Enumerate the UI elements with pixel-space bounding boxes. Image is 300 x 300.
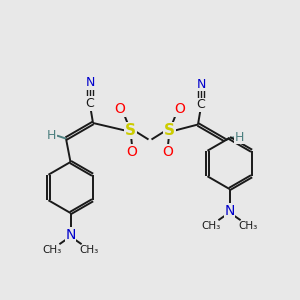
Text: O: O — [163, 145, 173, 159]
Text: S: S — [164, 123, 175, 138]
Text: H: H — [235, 130, 244, 144]
Text: N: N — [224, 204, 235, 218]
Text: H: H — [47, 129, 56, 142]
Text: O: O — [115, 102, 125, 116]
Text: S: S — [125, 123, 136, 138]
Text: O: O — [127, 145, 137, 159]
Text: CH₃: CH₃ — [80, 245, 99, 255]
Text: CH₃: CH₃ — [42, 245, 62, 255]
Text: C: C — [196, 98, 206, 112]
Text: O: O — [175, 102, 185, 116]
Text: N: N — [196, 77, 206, 91]
Text: CH₃: CH₃ — [201, 221, 220, 231]
Text: N: N — [85, 76, 95, 89]
Text: CH₃: CH₃ — [238, 221, 258, 231]
Text: N: N — [65, 228, 76, 242]
Text: C: C — [85, 97, 94, 110]
